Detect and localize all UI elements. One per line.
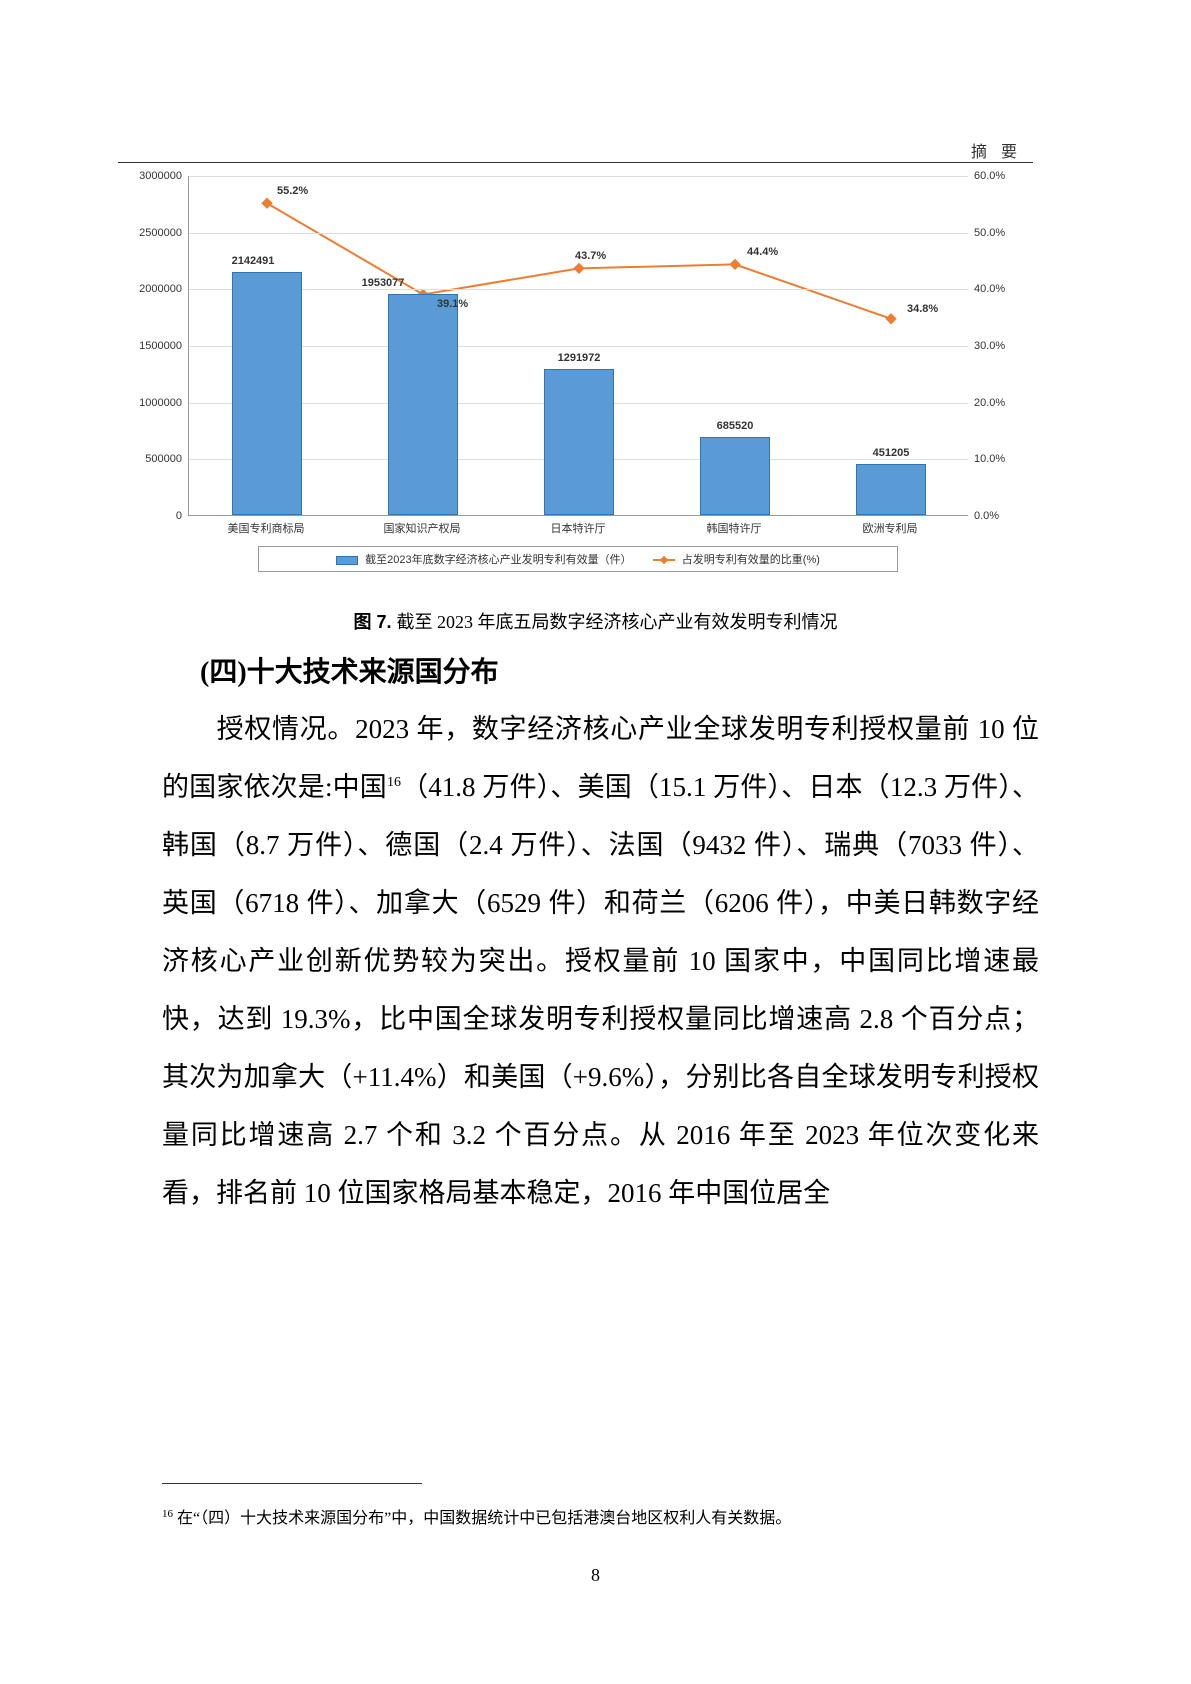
bar-value-label: 1953077: [362, 277, 405, 289]
line-value-label: 43.7%: [575, 250, 606, 262]
footnote-ref-16: 16: [387, 775, 401, 790]
footnote-number: 16: [162, 1508, 173, 1520]
y-right-tick: 0.0%: [974, 510, 999, 522]
legend-line-swatch: [653, 559, 675, 561]
y-right-tick: 20.0%: [974, 397, 1005, 409]
y-right-tick: 10.0%: [974, 453, 1005, 465]
header-rule: [118, 162, 1033, 163]
bar: [544, 369, 614, 515]
gridline: [189, 233, 968, 234]
section-heading: (四)十大技术来源国分布: [200, 650, 499, 690]
bar-value-label: 2142491: [232, 255, 275, 267]
paragraph-text: 授权情况。2023 年，数字经济核心产业全球发明专利授权量前 10 位的国家依次…: [162, 714, 1039, 1208]
figure-caption-prefix: 图 7.: [353, 612, 396, 632]
x-category-label: 韩国特许厅: [707, 520, 762, 536]
x-category-label: 美国专利商标局: [228, 520, 305, 536]
header-section-label: 摘要: [971, 138, 1031, 162]
body-paragraph: 授权情况。2023 年，数字经济核心产业全球发明专利授权量前 10 位的国家依次…: [162, 700, 1039, 1222]
gridline: [189, 289, 968, 290]
y-left-tick: 500000: [122, 453, 182, 465]
line-value-label: 34.8%: [907, 303, 938, 315]
figure-caption-text: 截至 2023 年底五局数字经济核心产业有效发明专利情况: [397, 612, 838, 632]
x-category-label: 欧洲专利局: [863, 520, 918, 536]
line-value-label: 44.4%: [747, 246, 778, 258]
y-left-tick: 3000000: [122, 170, 182, 182]
bar-value-label: 1291972: [558, 352, 601, 364]
gridline: [189, 176, 968, 177]
bar: [700, 437, 770, 515]
line-value-label: 55.2%: [277, 185, 308, 197]
page-number: 8: [0, 1565, 1191, 1586]
x-category-label: 日本特许厅: [551, 520, 606, 536]
y-left-tick: 2500000: [122, 227, 182, 239]
y-left-tick: 2000000: [122, 283, 182, 295]
legend-bar-label: 截至2023年底数字经济核心产业发明专利有效量（件）: [365, 554, 631, 566]
y-left-tick: 1500000: [122, 340, 182, 352]
chart-plot-area: 2142491 1953077 1291972 685520 451205 55.2% 39…: [188, 176, 968, 516]
chart-legend: 截至2023年底数字经济核心产业发明专利有效量（件） 占发明专利有效量的比重(%…: [258, 546, 898, 572]
x-category-label: 国家知识产权局: [384, 520, 461, 536]
bar-value-label: 685520: [717, 420, 754, 432]
footnote-text: 在“（四）十大技术来源国分布”中，中国数据统计中已包括港澳台地区权利人有关数据。: [177, 1510, 791, 1527]
y-right-tick: 40.0%: [974, 283, 1005, 295]
y-left-tick: 0: [122, 510, 182, 522]
footnote: 16 在“（四）十大技术来源国分布”中，中国数据统计中已包括港澳台地区权利人有关数…: [162, 1504, 1031, 1528]
line-value-label: 39.1%: [437, 298, 468, 310]
bar-value-label: 451205: [873, 447, 910, 459]
legend-line-label: 占发明专利有效量的比重(%): [682, 554, 820, 566]
legend-bar-swatch: [336, 556, 358, 565]
bar: [856, 464, 926, 515]
y-right-tick: 30.0%: [974, 340, 1005, 352]
figure-7-chart: 2142491 1953077 1291972 685520 451205 55.2% 39…: [118, 176, 1038, 574]
figure-caption: 图 7. 截至 2023 年底五局数字经济核心产业有效发明专利情况: [0, 608, 1191, 634]
y-right-tick: 60.0%: [974, 170, 1005, 182]
bar: [388, 294, 458, 515]
bar: [232, 272, 302, 515]
gridline: [189, 346, 968, 347]
y-right-tick: 50.0%: [974, 227, 1005, 239]
y-left-tick: 1000000: [122, 397, 182, 409]
footnote-rule: [162, 1483, 422, 1484]
